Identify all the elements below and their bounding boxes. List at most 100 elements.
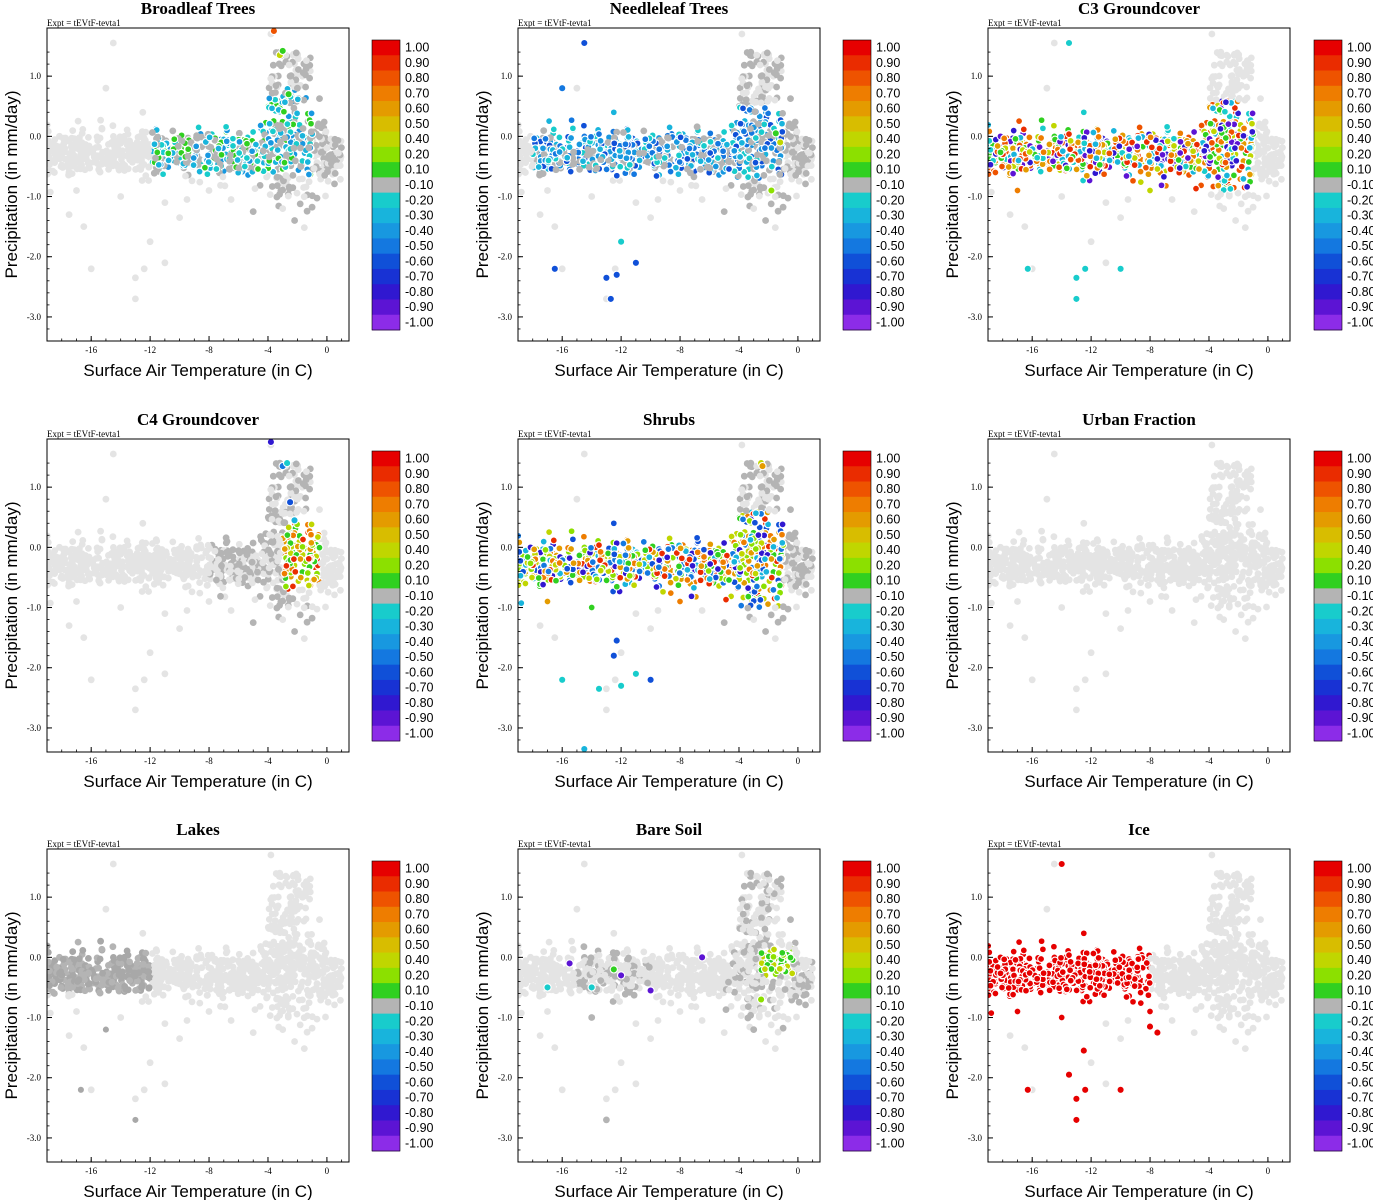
data-point [713,154,722,162]
data-point [808,175,815,183]
data-point [266,602,274,609]
colorbar-label: 0.40 [1347,132,1371,146]
colorbar-swatch [372,527,400,543]
data-point [251,185,259,193]
data-point [988,188,995,196]
data-point [248,147,257,156]
data-point [273,593,281,600]
colorbar-swatch [372,116,400,132]
colorbar-label: 0.40 [876,132,900,146]
data-point [290,104,298,112]
colorbar-swatch [843,116,871,132]
colorbar-label: -0.90 [876,300,905,314]
data-point [1226,61,1234,69]
data-point [1213,82,1221,90]
data-point [285,61,293,69]
data-point [1229,171,1238,180]
data-point [265,153,273,161]
colorbar-label: -0.20 [405,193,434,207]
data-point [287,489,295,497]
data-point [134,156,141,164]
x-tick-label: 0 [325,756,330,766]
data-point [277,473,285,481]
data-point [307,520,316,529]
colorbar-swatch [372,162,400,178]
data-point [1163,122,1172,131]
colorbar-label: 0.70 [876,86,900,100]
data-point [1064,38,1074,48]
data-point [1009,169,1018,178]
data-point [184,152,192,160]
data-point [308,614,316,622]
colorbar-label: 1.00 [405,41,429,55]
data-point [1129,176,1137,185]
data-point [235,164,243,172]
data-point [766,66,773,73]
data-point [316,133,323,141]
x-tick-label: -16 [1026,345,1038,355]
data-point [298,131,307,140]
data-point [286,483,294,491]
data-point [1239,174,1248,183]
data-point [154,160,163,169]
data-point [1049,121,1058,130]
data-point [176,214,184,222]
data-point [756,61,764,69]
colorbar-swatch [372,268,400,285]
data-point [269,539,277,546]
data-point [518,188,525,196]
data-point [229,546,237,554]
data-point [222,137,231,146]
data-point [138,588,146,595]
data-point [750,205,758,213]
data-point [1146,133,1155,142]
data-point [73,598,80,605]
colorbar-swatch [1314,268,1342,285]
data-point [742,96,750,104]
data-point [725,157,732,165]
data-point [1163,137,1172,146]
data-point [267,550,275,558]
data-point [280,158,289,167]
data-point [291,628,298,635]
colorbar-label: -0.70 [876,270,905,284]
colorbar-swatch [1314,131,1342,148]
data-point [784,194,792,202]
data-point [117,604,125,611]
data-point [1245,170,1254,179]
panel-title: Shrubs [643,410,695,429]
colorbar-swatch [372,70,400,87]
colorbar-swatch [372,496,400,513]
data-point [1146,186,1154,195]
data-point [1272,170,1280,177]
x-tick-label: -12 [615,345,627,355]
data-point [635,149,643,157]
data-point [700,141,708,150]
x-tick-label: -4 [264,345,272,355]
data-point [303,569,312,577]
data-point [265,495,273,503]
data-point [286,185,293,193]
data-point [755,603,764,612]
data-point [204,581,211,589]
data-point [304,581,313,590]
data-point [796,155,804,163]
colorbar-label: 0.50 [1347,117,1371,131]
data-point [51,136,59,144]
x-tick-label: 0 [796,345,801,355]
data-point [744,182,752,190]
data-point [1037,134,1046,142]
data-point [671,163,680,172]
data-point [518,161,524,169]
data-point [1230,104,1239,112]
data-point [1241,96,1249,104]
data-point [1122,172,1131,180]
colorbar-label: -0.30 [405,209,434,223]
colorbar-swatch [843,299,871,316]
data-point [105,141,112,148]
data-point [108,157,116,165]
data-point [126,548,133,556]
data-point [575,140,584,149]
data-point [779,203,787,211]
data-point [294,506,302,514]
